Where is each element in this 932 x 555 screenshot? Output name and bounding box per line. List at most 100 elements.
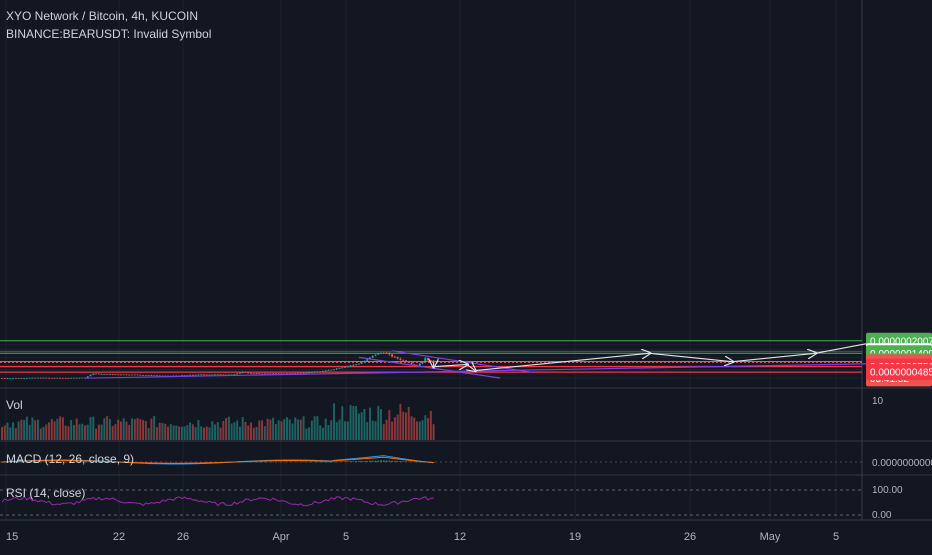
candle-body[interactable]	[321, 370, 324, 372]
candle-body[interactable]	[319, 371, 322, 373]
candle-body[interactable]	[59, 377, 62, 379]
candle-body[interactable]	[72, 377, 75, 379]
candle-body[interactable]	[269, 373, 272, 375]
candle-body[interactable]	[117, 374, 120, 376]
candle-body[interactable]	[421, 361, 424, 364]
candle-body[interactable]	[255, 373, 258, 375]
candle-body[interactable]	[308, 372, 311, 374]
candle-body[interactable]	[280, 373, 283, 375]
candle-body[interactable]	[56, 377, 59, 379]
candle-body[interactable]	[222, 374, 225, 376]
candle-body[interactable]	[341, 367, 344, 369]
candle-body[interactable]	[294, 372, 297, 374]
candle-body[interactable]	[75, 377, 78, 379]
candle-body[interactable]	[131, 374, 134, 376]
candle-body[interactable]	[244, 371, 247, 373]
candle-body[interactable]	[119, 374, 122, 376]
candle-body[interactable]	[114, 374, 117, 376]
candle-body[interactable]	[61, 377, 64, 379]
candle-body[interactable]	[183, 375, 186, 376]
trendline-rising-support[interactable]	[84, 361, 932, 379]
candle-body[interactable]	[20, 377, 23, 379]
candle-body[interactable]	[219, 374, 222, 376]
candle-body[interactable]	[316, 371, 319, 373]
candle-body[interactable]	[108, 374, 111, 375]
candle-body[interactable]	[67, 378, 70, 379]
projection-arrow-segment[interactable]	[475, 353, 649, 372]
candle-body[interactable]	[261, 373, 264, 375]
candle-body[interactable]	[333, 369, 335, 371]
macd-pane-label[interactable]: MACD (12, 26, close, 9)	[6, 452, 135, 466]
candle-body[interactable]	[233, 374, 236, 376]
candle-body[interactable]	[147, 375, 150, 376]
candle-body[interactable]	[410, 362, 413, 365]
candle-body[interactable]	[327, 370, 330, 371]
candle-body[interactable]	[191, 374, 194, 376]
candle-body[interactable]	[335, 368, 338, 370]
candle-body[interactable]	[238, 372, 241, 374]
projection-arrow-segment[interactable]	[433, 364, 467, 366]
candle-body[interactable]	[142, 375, 145, 376]
candle-body[interactable]	[28, 377, 31, 379]
candle-body[interactable]	[14, 378, 17, 379]
candle-body[interactable]	[48, 377, 51, 379]
candle-body[interactable]	[23, 378, 26, 379]
candle-body[interactable]	[313, 371, 316, 373]
candle-body[interactable]	[377, 353, 380, 355]
candle-body[interactable]	[153, 375, 156, 377]
candle-body[interactable]	[355, 364, 358, 366]
candle-body[interactable]	[139, 374, 142, 376]
candle-body[interactable]	[247, 372, 250, 374]
candle-body[interactable]	[189, 374, 192, 376]
candle-body[interactable]	[36, 377, 39, 379]
candle-body[interactable]	[297, 372, 300, 374]
candle-body[interactable]	[360, 362, 363, 364]
candle-body[interactable]	[180, 375, 183, 376]
candle-body[interactable]	[111, 374, 114, 375]
candle-body[interactable]	[277, 373, 280, 375]
candle-body[interactable]	[288, 373, 291, 375]
candle-body[interactable]	[338, 368, 341, 369]
candle-body[interactable]	[161, 375, 164, 377]
candle-body[interactable]	[200, 374, 203, 376]
candle-body[interactable]	[208, 374, 211, 376]
candle-body[interactable]	[374, 354, 377, 356]
candle-body[interactable]	[302, 372, 305, 374]
candle-body[interactable]	[81, 377, 84, 379]
candle-body[interactable]	[250, 373, 252, 374]
candle-body[interactable]	[418, 363, 421, 367]
candle-body[interactable]	[50, 377, 53, 379]
candle-body[interactable]	[17, 377, 20, 379]
candle-body[interactable]	[53, 377, 56, 379]
candle-body[interactable]	[283, 373, 286, 375]
projection-arrow-segment[interactable]	[467, 364, 475, 370]
candle-body[interactable]	[202, 374, 205, 376]
candle-body[interactable]	[42, 377, 45, 379]
candle-body[interactable]	[385, 352, 388, 354]
candle-body[interactable]	[230, 374, 233, 376]
candle-body[interactable]	[194, 374, 197, 376]
rsi-pane-label[interactable]: RSI (14, close)	[6, 486, 86, 500]
candle-body[interactable]	[429, 360, 432, 362]
candle-body[interactable]	[128, 374, 131, 376]
candle-body[interactable]	[352, 364, 355, 366]
candle-body[interactable]	[310, 372, 313, 374]
candle-body[interactable]	[388, 353, 391, 355]
candle-body[interactable]	[305, 372, 308, 374]
candle-body[interactable]	[216, 374, 219, 376]
projection-arrow-segment[interactable]	[649, 352, 732, 361]
candle-body[interactable]	[150, 375, 153, 376]
candle-body[interactable]	[9, 378, 12, 379]
candle-body[interactable]	[344, 366, 347, 368]
price-label-support[interactable]	[866, 364, 932, 381]
candle-body[interactable]	[366, 359, 369, 361]
candle-body[interactable]	[291, 373, 294, 375]
candle-body[interactable]	[266, 373, 269, 375]
candle-body[interactable]	[122, 374, 125, 376]
candle-body[interactable]	[371, 355, 374, 358]
candle-body[interactable]	[100, 374, 103, 375]
candle-body[interactable]	[236, 373, 239, 375]
candle-body[interactable]	[70, 377, 73, 379]
candle-body[interactable]	[106, 374, 109, 375]
